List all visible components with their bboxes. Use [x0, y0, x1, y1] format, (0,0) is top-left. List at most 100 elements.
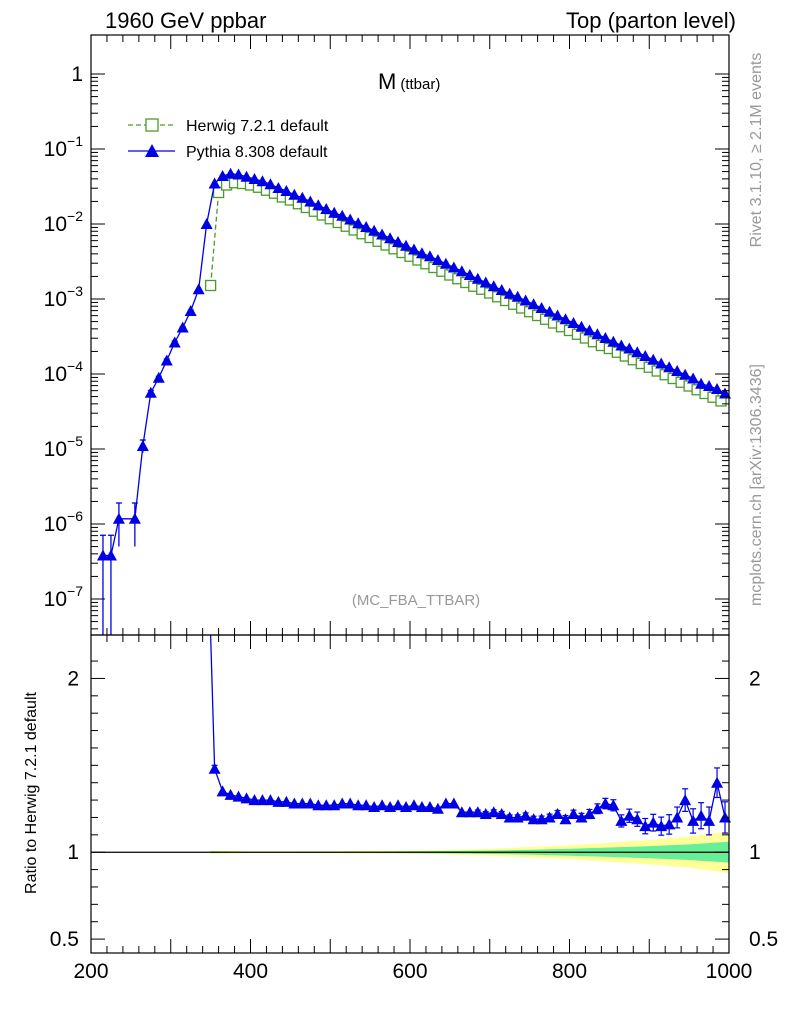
pythia-point: [519, 294, 532, 306]
ratio-y-tick-label-right: 2: [749, 667, 761, 690]
ratio-point: [567, 807, 580, 819]
pythia-point: [583, 324, 596, 336]
y-tick-base: 10: [44, 138, 67, 161]
x-tick-label: 600: [392, 960, 427, 983]
y-tick-exponent: −4: [67, 358, 83, 374]
y-tick-label: 10−4: [44, 358, 84, 386]
pythia-point: [232, 168, 245, 180]
analysis-tag: (MC_FBA_TTBAR): [352, 592, 480, 609]
pythia-point: [695, 377, 708, 389]
pythia-point: [503, 287, 516, 299]
pythia-point: [384, 232, 397, 244]
ratio-point: [240, 792, 253, 804]
ratio-point: [575, 811, 588, 823]
herwig-series: [204, 177, 727, 407]
pythia-point: [128, 512, 141, 524]
pythia-point: [312, 199, 325, 211]
pythia-point: [360, 221, 373, 232]
pythia-point: [711, 383, 724, 394]
pythia-point: [703, 380, 716, 391]
main-axes: 110−110−210−310−410−510−610−7: [44, 34, 730, 636]
ratio-point: [527, 813, 540, 825]
pythia-point: [527, 298, 540, 310]
pythia-point: [280, 185, 293, 196]
ratio-point: [495, 807, 508, 819]
pythia-point: [352, 217, 365, 229]
y-tick-label: 10−3: [44, 283, 84, 311]
ratio-point: [352, 799, 365, 811]
pythia-point: [392, 236, 405, 247]
ratio-point: [376, 799, 389, 811]
chart-title-main: M: [378, 69, 396, 94]
y-tick-exponent: −6: [67, 508, 83, 524]
ratio-point: [703, 814, 716, 826]
y-tick-base: 10: [44, 363, 67, 386]
pythia-point: [407, 243, 420, 255]
pythia-point: [248, 173, 261, 184]
ratio-point: [551, 807, 564, 819]
pythia-point: [192, 283, 205, 295]
ratio-point: [272, 795, 285, 807]
pythia-point: [104, 549, 117, 561]
ratio-point: [336, 797, 349, 809]
ratio-point: [503, 811, 516, 823]
pythia-point: [559, 313, 572, 325]
ratio-point: [711, 776, 724, 788]
ratio-point: [392, 799, 405, 811]
ratio-point: [487, 806, 500, 818]
main-panel: 110−110−210−310−410−510−610−7 M (ttbar) (…: [44, 34, 732, 636]
pythia-point: [671, 365, 684, 376]
y-tick-base: 10: [44, 288, 67, 311]
pythia-point: [256, 175, 269, 187]
legend-herwig-marker: [145, 118, 159, 132]
x-tick-label: 400: [233, 960, 268, 983]
y-tick-exponent: −3: [67, 283, 83, 299]
pythia-point: [623, 342, 636, 354]
ratio-point: [695, 809, 708, 821]
pythia-point: [415, 247, 428, 259]
mcplots-reference-label: mcplots.cern.ch [arXiv:1306.3436]: [748, 364, 765, 606]
pythia-point: [144, 386, 157, 398]
process-label: Top (parton level): [566, 8, 736, 33]
ratio-point: [591, 802, 604, 814]
y-tick-base: 10: [44, 588, 67, 611]
pythia-point: [487, 280, 500, 292]
pythia-point: [136, 440, 149, 451]
herwig-point: [204, 279, 217, 292]
pythia-point: [96, 549, 109, 561]
pythia-point: [551, 309, 564, 321]
chart-title: M (ttbar): [378, 69, 440, 94]
energy-label: 1960 GeV ppbar: [105, 8, 266, 33]
pythia-point: [479, 276, 492, 288]
pythia-point: [719, 387, 732, 399]
y-tick-base: 10: [44, 438, 67, 461]
y-tick-exponent: −1: [67, 133, 83, 149]
pythia-point: [511, 290, 524, 302]
pythia-point: [599, 332, 612, 343]
ratio-point: [431, 802, 444, 814]
pythia-point: [679, 368, 692, 380]
pythia-series: [96, 167, 732, 635]
ratio-point: [599, 797, 612, 809]
ratio-point: [344, 797, 357, 809]
ratio-pythia-series: [208, 634, 732, 836]
ratio-point: [631, 813, 644, 825]
ratio-y-tick-label: 0.5: [50, 928, 79, 951]
ratio-uncertainty-bands: [91, 831, 729, 874]
y-tick-base: 10: [44, 513, 67, 536]
ratio-point: [312, 799, 325, 811]
pythia-point: [336, 209, 349, 221]
y-tick-exponent: −2: [67, 208, 83, 224]
ratio-point: [543, 811, 556, 823]
ratio-point: [232, 790, 245, 802]
ratio-point: [288, 797, 301, 809]
ratio-point: [615, 814, 628, 826]
pythia-point: [400, 239, 413, 251]
pythia-point: [631, 346, 644, 358]
pythia-point: [647, 353, 660, 365]
pythia-point: [471, 272, 484, 284]
ratio-point: [280, 795, 293, 807]
x-tick-label: 1000: [706, 960, 753, 983]
pythia-point: [615, 339, 628, 351]
